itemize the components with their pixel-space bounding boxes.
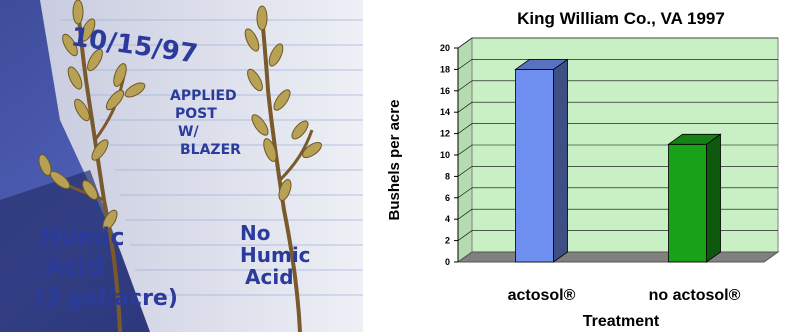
y-tick-label: 10 [440, 150, 450, 160]
gridline [457, 80, 778, 92]
gridline [457, 59, 778, 70]
y-tick-label: 18 [440, 64, 450, 74]
y-tick-label: 0 [445, 257, 450, 267]
bar-side [706, 133, 721, 263]
note-line-1: APPLIED [170, 88, 237, 104]
bar [668, 143, 707, 263]
right-label-line-3: Acid [245, 265, 294, 289]
y-tick-label: 16 [440, 86, 450, 96]
field-photo: 10/15/97 APPLIED POST W/ BLAZER Humic Ac… [0, 0, 363, 332]
x-axis-title: Treatment [583, 313, 660, 330]
bar-top [514, 59, 569, 70]
y-axis-title: Bushels per acre [386, 100, 403, 221]
plant-right [244, 5, 322, 332]
gridline [457, 123, 778, 134]
chart-floor [456, 251, 780, 263]
left-label-line-3: (3 gal/acre) [35, 286, 178, 311]
gridline [457, 37, 778, 49]
y-tick-label: 4 [445, 214, 450, 224]
bar-chart: King William Co., VA 1997 Bushels per ac… [363, 0, 793, 332]
note-line-3: W/ [178, 124, 199, 140]
plant-left [38, 0, 146, 332]
note-line-2: POST [175, 106, 217, 122]
plot-area: 0 2 4 6 8 10 12 14 16 18 20 actosol® no actosol® [440, 37, 780, 304]
bar [515, 69, 554, 263]
paper-lines [60, 19, 363, 296]
y-tick-label: 2 [445, 236, 450, 246]
y-tick-label: 12 [440, 129, 450, 139]
bar-top [667, 133, 722, 145]
photo-image: 10/15/97 APPLIED POST W/ BLAZER Humic Ac… [0, 0, 363, 332]
bar-side [553, 58, 568, 263]
x-category-label: actosol® [508, 287, 576, 304]
right-label-line-2: Humic [240, 243, 311, 267]
note-line-4: BLAZER [180, 142, 241, 158]
gridline [457, 101, 778, 113]
left-label-line-2: Acid [45, 253, 103, 281]
y-tick-label: 8 [445, 171, 450, 181]
x-category-label: no actosol® [649, 287, 741, 304]
y-tick-label: 6 [445, 193, 450, 203]
chart-canvas: King William Co., VA 1997 Bushels per ac… [363, 0, 793, 332]
chart-title: King William Co., VA 1997 [517, 9, 725, 28]
left-label-line-1: Humic [40, 223, 125, 251]
y-tick-label: 20 [440, 43, 450, 53]
right-label-line-1: No [240, 221, 270, 245]
y-tick-label: 14 [440, 107, 450, 117]
